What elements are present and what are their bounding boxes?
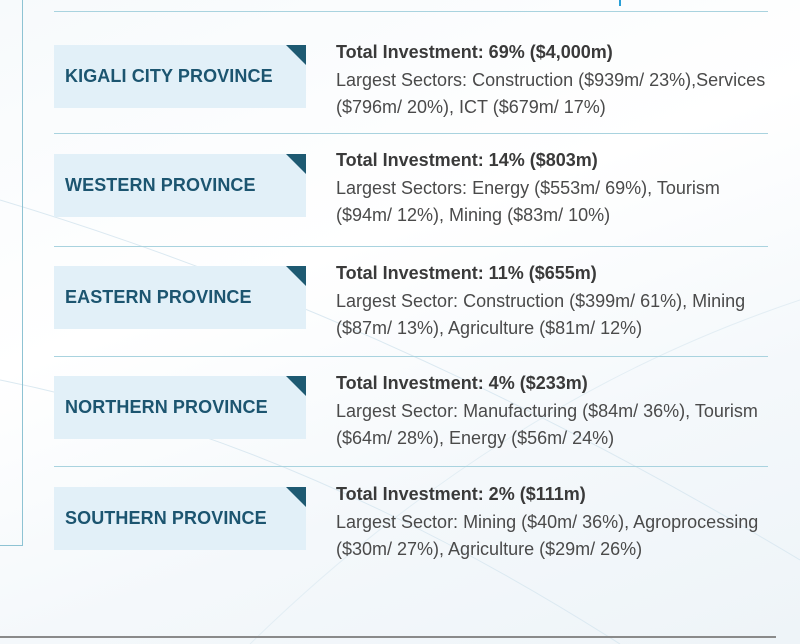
province-row-southern: SOUTHERN PROVINCE Total Investment: 2% (… [54, 467, 768, 597]
province-label: WESTERN PROVINCE [54, 154, 306, 217]
total-investment: Total Investment: 2% ($111m) [336, 484, 586, 504]
province-label: EASTERN PROVINCE [54, 266, 306, 329]
bottom-rule [0, 636, 776, 638]
corner-triangle-icon [286, 154, 306, 174]
province-label: KIGALI CITY PROVINCE [54, 45, 306, 108]
divider [54, 466, 768, 467]
province-row-eastern: EASTERN PROVINCE Total Investment: 11% (… [54, 247, 768, 357]
divider [54, 356, 768, 357]
province-label: NORTHERN PROVINCE [54, 376, 306, 439]
frame-line [22, 0, 23, 545]
province-row-kigali: KIGALI CITY PROVINCE Total Investment: 6… [54, 12, 768, 134]
total-investment: Total Investment: 14% ($803m) [336, 150, 598, 170]
province-row-western: WESTERN PROVINCE Total Investment: 14% (… [54, 134, 768, 247]
corner-triangle-icon [286, 266, 306, 286]
divider [54, 246, 768, 247]
divider [54, 133, 768, 134]
corner-triangle-icon [286, 376, 306, 396]
largest-sectors: Largest Sectors: Energy ($553m/ 69%), To… [336, 177, 720, 226]
province-name: NORTHERN PROVINCE [65, 397, 268, 417]
largest-sectors: Largest Sector: Mining ($40m/ 36%), Agro… [336, 511, 759, 560]
total-investment: Total Investment: 69% ($4,000m) [336, 42, 613, 62]
province-name: KIGALI CITY PROVINCE [65, 66, 273, 86]
province-info: Total Investment: 11% ($655m) Largest Sec… [336, 260, 766, 343]
frame-line [0, 545, 23, 546]
corner-triangle-icon [286, 487, 306, 507]
corner-triangle-icon [286, 45, 306, 65]
top-accent-mark [619, 0, 621, 6]
total-investment: Total Investment: 4% ($233m) [336, 373, 588, 393]
total-investment: Total Investment: 11% ($655m) [336, 263, 597, 283]
province-info: Total Investment: 14% ($803m) Largest Sec… [336, 147, 766, 230]
province-name: WESTERN PROVINCE [65, 175, 256, 195]
divider [54, 11, 768, 12]
province-info: Total Investment: 2% ($111m) Largest Sect… [336, 481, 766, 564]
largest-sectors: Largest Sectors: Construction ($939m/ 23… [336, 69, 766, 118]
largest-sectors: Largest Sector: Manufacturing ($84m/ 36%… [336, 400, 758, 449]
province-name: EASTERN PROVINCE [65, 287, 252, 307]
province-info: Total Investment: 69% ($4,000m) Largest S… [336, 39, 766, 122]
province-row-northern: NORTHERN PROVINCE Total Investment: 4% (… [54, 357, 768, 467]
province-name: SOUTHERN PROVINCE [65, 508, 267, 528]
province-info: Total Investment: 4% ($233m) Largest Sect… [336, 370, 766, 453]
province-label: SOUTHERN PROVINCE [54, 487, 306, 550]
largest-sectors: Largest Sector: Construction ($399m/ 61%… [336, 290, 746, 339]
